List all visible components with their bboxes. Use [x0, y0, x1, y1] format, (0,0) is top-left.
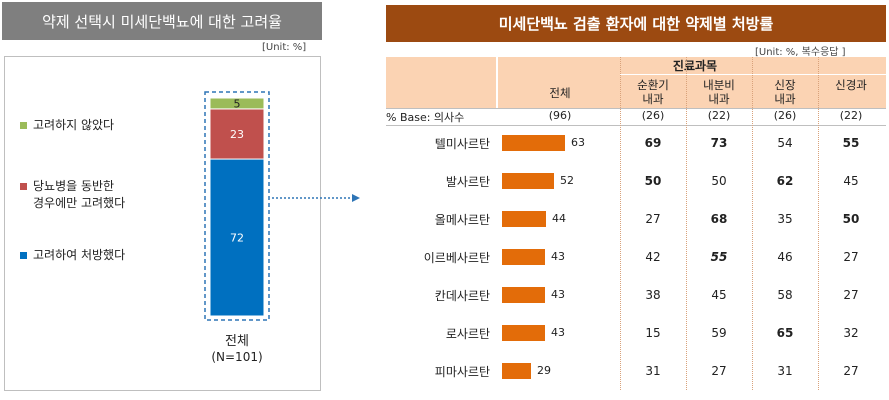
table-cell: 50 [842, 212, 860, 226]
left-panel-title: 약제 선택시 미세단백뇨에 대한 고려율 [2, 2, 322, 40]
table-cell: 65 [776, 326, 794, 340]
drug-label: 이르베사르탄 [423, 251, 490, 265]
table-cell: 50 [711, 174, 727, 188]
total-bar [502, 363, 531, 379]
legend-label: 고려하여 처방했다 [33, 248, 126, 262]
left-panel-frame [4, 56, 321, 391]
col-header: 신장 내과 [774, 78, 796, 106]
total-bar-value: 52 [560, 174, 574, 187]
table-cell: 73 [710, 136, 728, 150]
right-panel-unit: [Unit: %, 복수응답 ] [755, 47, 846, 58]
highlight-frame [204, 91, 270, 321]
total-bar [502, 173, 554, 189]
drug-label: 텔미사르탄 [434, 137, 490, 151]
total-bar [502, 211, 546, 227]
table-cell: 50 [644, 174, 662, 188]
stacked-bar-chart: 72 23 5 [204, 91, 270, 321]
group-underline [620, 74, 886, 75]
table-cell: 69 [644, 136, 662, 150]
column-separator [620, 57, 621, 390]
table-cell: 27 [843, 288, 859, 302]
legend-item: 고려하지 않았다 [20, 117, 114, 134]
table-cell: 46 [777, 250, 793, 264]
table-cell: 58 [777, 288, 793, 302]
table-cell: 15 [645, 326, 661, 340]
col-header: 내분비 내과 [703, 78, 735, 106]
stack-n-label: (N=101) [211, 350, 263, 364]
total-bar-value: 43 [551, 326, 565, 339]
table-cell: 38 [645, 288, 661, 302]
table-cell: 31 [777, 364, 793, 378]
connector-arrow [272, 194, 360, 202]
table-cell: 27 [843, 364, 859, 378]
table-cell: 54 [777, 136, 793, 150]
column-separator [686, 57, 687, 390]
col-header: 순환기 내과 [637, 78, 669, 106]
stack-value-label: 5 [234, 97, 241, 110]
drug-label: 로사르탄 [445, 327, 490, 341]
table-cell: 27 [645, 212, 661, 226]
stack-value-label: 23 [230, 128, 244, 141]
table-cell: 68 [710, 212, 728, 226]
col-header-total: 전체 [549, 86, 571, 100]
total-bar-value: 29 [537, 364, 551, 377]
total-bar [502, 287, 545, 303]
col-header: 신경과 [835, 78, 867, 92]
table-cell: 55 [710, 250, 728, 264]
group-header: 진료과목 [672, 59, 718, 73]
stack-segment [209, 97, 265, 110]
base-total: (96) [548, 109, 572, 122]
left-panel-unit: [Unit: %] [262, 42, 307, 53]
drug-label: 올메사르탄 [434, 213, 490, 227]
drug-label: 발사르탄 [445, 175, 490, 189]
header-block [498, 57, 886, 108]
legend-swatch [20, 122, 27, 129]
base-cell: (22) [707, 109, 731, 122]
table-cell: 27 [711, 364, 727, 378]
table-cell: 55 [842, 136, 860, 150]
stack-category-label: 전체 [225, 334, 249, 349]
total-bar [502, 325, 545, 341]
legend-swatch [20, 252, 27, 259]
drug-label: 피마사르탄 [434, 365, 490, 379]
base-cell: (26) [641, 109, 665, 122]
column-separator [752, 57, 753, 390]
table-cell: 45 [711, 288, 727, 302]
table-cell: 27 [843, 250, 859, 264]
total-bar-value: 63 [571, 136, 585, 149]
legend-label: 당뇨병을 동반한 경우에만 고려했다 [33, 179, 126, 210]
base-cell: (22) [839, 109, 863, 122]
legend-item: 당뇨병을 동반한 경우에만 고려했다 [20, 178, 125, 212]
stack-value-label: 72 [230, 232, 244, 245]
total-bar [502, 135, 565, 151]
total-bar-value: 43 [551, 288, 565, 301]
legend-item: 고려하여 처방했다 [20, 247, 125, 264]
drug-label: 칸데사르탄 [434, 289, 490, 303]
table-cell: 62 [776, 174, 794, 188]
base-cell: (26) [773, 109, 797, 122]
column-separator [818, 57, 819, 390]
legend-swatch [20, 183, 27, 190]
total-bar [502, 249, 545, 265]
table-cell: 45 [843, 174, 859, 188]
base-label: % Base: 의사수 [386, 111, 465, 124]
base-row [386, 108, 886, 126]
right-panel-title: 미세단백뇨 검출 환자에 대한 약제별 처방률 [386, 5, 886, 42]
total-bar-value: 43 [551, 250, 565, 263]
table-cell: 59 [711, 326, 727, 340]
total-bar-value: 44 [552, 212, 566, 225]
table-cell: 42 [645, 250, 661, 264]
table-cell: 35 [777, 212, 793, 226]
table-cell: 31 [645, 364, 661, 378]
legend-label: 고려하지 않았다 [33, 118, 115, 132]
header-corner [386, 57, 496, 108]
table-cell: 32 [843, 326, 859, 340]
